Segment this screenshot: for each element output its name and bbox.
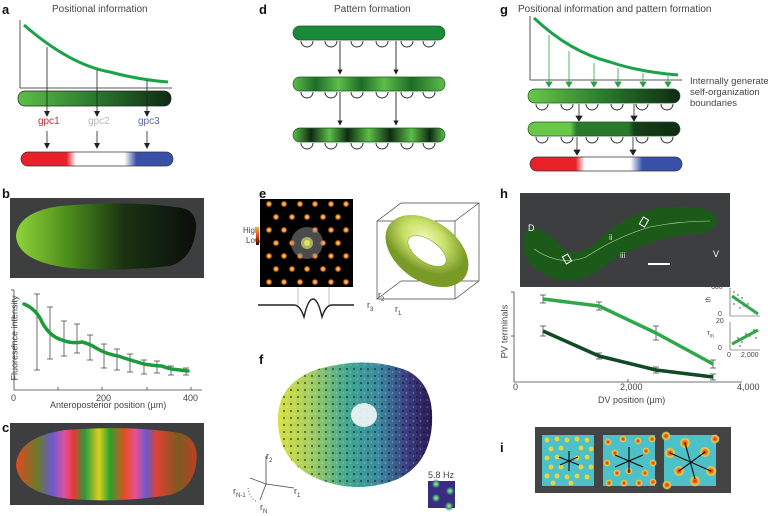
- panel-b-xlabel: Anteroposterior position (µm): [50, 400, 167, 410]
- panel-b-ylabel: Fluoresence intensity: [9, 295, 20, 381]
- panel-d-diagram: [292, 25, 446, 150]
- panel-h-xtick-0: 0: [513, 382, 519, 392]
- panel-label-d: d: [259, 2, 267, 17]
- panel-h-chart: [511, 291, 742, 383]
- panel-g-title: Positional information and pattern forma…: [518, 4, 712, 15]
- label-iii: iii: [620, 251, 626, 260]
- toroidal-point-cloud: [277, 362, 433, 487]
- panel-b-chart: [11, 289, 202, 391]
- inset-bottom-xtick-2000: 2,000: [741, 352, 759, 359]
- panel-a-title: Positional information: [52, 4, 148, 15]
- legend-low: Low: [246, 236, 261, 245]
- gpc2-label: gpc2: [88, 116, 110, 127]
- grid-cell-rate-map: [260, 199, 353, 287]
- gpc1-label: gpc1: [38, 116, 60, 127]
- panel-b-xtick-400: 400: [183, 393, 199, 403]
- label-ventral: V: [713, 249, 720, 259]
- torus-axis-r3: r3: [367, 300, 374, 313]
- colorbar: [256, 227, 259, 245]
- inset-bottom-ytick-20: 20: [716, 318, 724, 325]
- panel-label-c: c: [2, 420, 10, 435]
- panel-label-a: a: [2, 2, 10, 17]
- panel-label-h: h: [500, 186, 508, 201]
- torus-3d-plot: [376, 202, 480, 300]
- panel-h-xtick-4000: 4,000: [737, 382, 760, 392]
- inset-bottom-ylabel: τm: [707, 330, 714, 340]
- panel-d-title: Pattern formation: [334, 4, 411, 15]
- embryo-stripes-image: [10, 423, 204, 505]
- legend-high: High: [243, 226, 260, 235]
- panel-h-ylabel: PV terminals: [499, 304, 511, 359]
- label-dorsal: D: [528, 223, 535, 233]
- panel-b-xtick-0: 0: [11, 393, 17, 403]
- gpc3-label: gpc3: [138, 116, 160, 127]
- torus-axis-r1: r1: [395, 304, 402, 317]
- embryo-bicoid-image: [10, 198, 204, 278]
- panel-h-xtick-2000: 2,000: [620, 382, 643, 392]
- panel-label-e: e: [259, 186, 267, 201]
- inset-top-ytick-0: 0: [718, 311, 722, 318]
- grid-modules-strip: [535, 427, 731, 493]
- panel-g-diagram: [527, 16, 683, 172]
- g-annotation-line2: self-organization: [690, 87, 760, 98]
- mexican-hat-profile: [258, 287, 354, 320]
- f-inset-ratemap: [428, 479, 455, 511]
- panel-label-b: b: [2, 186, 10, 201]
- f-axis-rN: rN: [260, 502, 268, 515]
- inset-bottom-xtick-0: 0: [727, 352, 731, 359]
- cochlea-image: D V ii iii: [520, 193, 730, 287]
- panel-h-insets: [729, 288, 760, 351]
- panel-label-g: g: [500, 2, 508, 17]
- label-ii: ii: [609, 233, 613, 242]
- g-annotation-line1: Internally generated: [690, 76, 768, 87]
- panel-label-f: f: [259, 352, 264, 367]
- panel-h-xlabel: DV position (µm): [598, 395, 666, 405]
- torus-axis-r2: r2: [378, 290, 385, 303]
- f-inset-frequency: 5.8 Hz: [428, 470, 455, 480]
- inset-top-ylabel: th: [705, 296, 713, 303]
- inset-top-ytick-600: 600: [711, 284, 723, 291]
- panel-b-xtick-200: 200: [96, 393, 112, 403]
- f-axis-r1: r1: [294, 486, 301, 499]
- panel-a-diagram: [17, 20, 174, 167]
- f-axis-triad: [247, 456, 295, 503]
- panel-label-i: i: [500, 440, 504, 455]
- f-axis-r2: r2: [266, 451, 273, 464]
- g-annotation-line3: boundaries: [690, 98, 738, 109]
- f-axis-rN-1: rN-1: [233, 486, 246, 499]
- inset-bottom-ytick-0: 0: [718, 345, 722, 352]
